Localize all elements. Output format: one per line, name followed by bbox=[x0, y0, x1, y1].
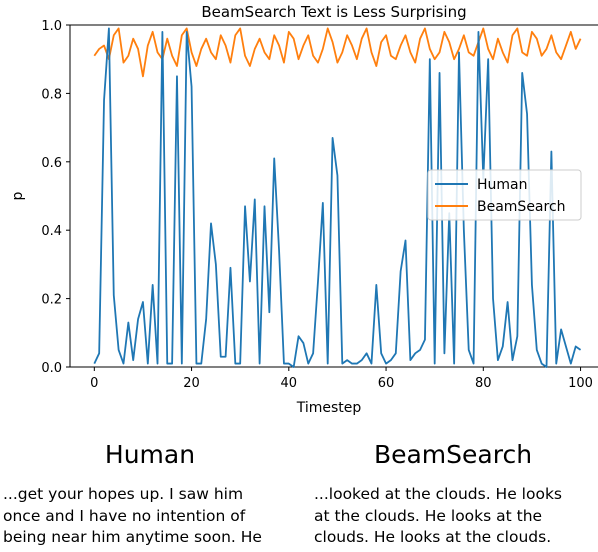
beamsearch-column-title: BeamSearch bbox=[373, 440, 533, 469]
chart-title: BeamSearch Text is Less Surprising bbox=[201, 3, 466, 21]
y-tick-label: 0.2 bbox=[41, 293, 62, 308]
beamsearch-text-sample: ...looked at the clouds. He looks at the… bbox=[314, 484, 598, 549]
beamsearch-text-line: clouds. He looks at the clouds. bbox=[314, 528, 552, 546]
y-tick-label: 0.4 bbox=[41, 224, 62, 239]
human-text-line: once and I have no intention of bbox=[3, 506, 246, 525]
legend-label-beamsearch: BeamSearch bbox=[477, 199, 566, 215]
x-tick-label: 40 bbox=[281, 376, 298, 391]
beamsearch-text-line: at the clouds. He looks at the bbox=[314, 506, 543, 525]
line-chart: BeamSearch Text is Less Surprising 0.0 0.… bbox=[10, 3, 598, 416]
y-axis-label: p bbox=[10, 191, 26, 200]
legend-box bbox=[427, 169, 582, 221]
series-line-human bbox=[93, 27, 582, 368]
x-tick-label: 20 bbox=[183, 376, 200, 391]
x-tick-label: 100 bbox=[568, 376, 593, 391]
x-tick-label: 80 bbox=[475, 376, 492, 391]
series-line-beamsearch bbox=[93, 27, 582, 78]
y-tick-label: 0.6 bbox=[41, 156, 62, 171]
human-text-line: being near him anytime soon. He bbox=[3, 528, 262, 546]
y-tick-label: 0.0 bbox=[41, 361, 62, 376]
human-text-line: ...get your hopes up. I saw him bbox=[3, 485, 244, 503]
plot-area bbox=[69, 24, 598, 368]
x-tick-label: 0 bbox=[90, 376, 98, 391]
human-column-title: Human bbox=[104, 440, 196, 469]
legend: Human BeamSearch bbox=[427, 169, 582, 221]
y-tick-label: 1.0 bbox=[41, 19, 62, 34]
human-text-sample: ...get your hopes up. I saw him once and… bbox=[3, 484, 293, 549]
x-axis-label: Timestep bbox=[296, 400, 362, 416]
x-tick-label: 60 bbox=[378, 376, 395, 391]
legend-label-human: Human bbox=[477, 177, 528, 193]
y-tick-label: 0.8 bbox=[41, 87, 62, 102]
beamsearch-text-line: ...looked at the clouds. He looks bbox=[314, 485, 562, 503]
